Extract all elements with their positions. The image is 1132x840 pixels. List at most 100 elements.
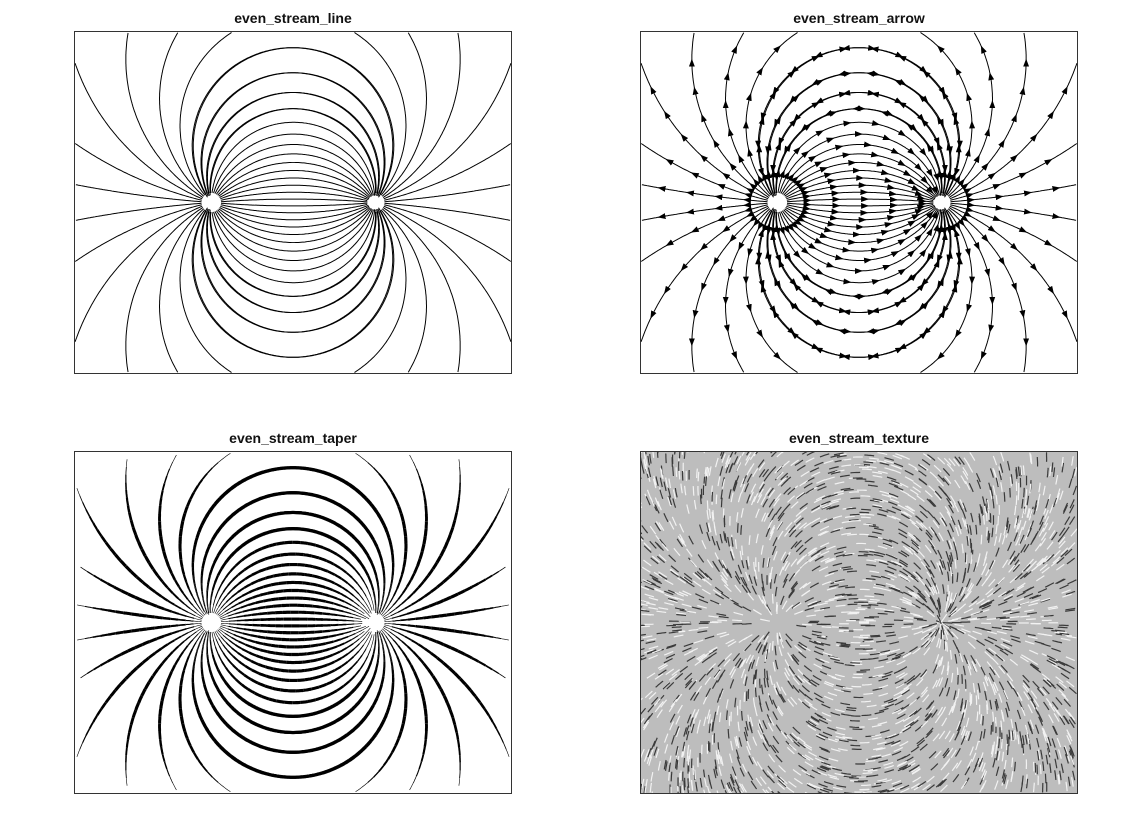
texture-streak bbox=[981, 604, 991, 610]
tapered-streamline-segment bbox=[387, 485, 394, 494]
texture-streak bbox=[950, 672, 954, 683]
tapered-streamline-segment bbox=[220, 561, 226, 570]
streamline-arrowhead bbox=[786, 173, 795, 182]
texture-streak bbox=[947, 561, 951, 572]
texture-streak bbox=[744, 676, 748, 686]
tapered-streamline-segment bbox=[194, 585, 198, 594]
texture-streak bbox=[739, 659, 745, 669]
texture-streak bbox=[1009, 576, 1018, 584]
texture-streak bbox=[972, 763, 978, 773]
texture-streak bbox=[703, 777, 707, 787]
texture-streak bbox=[641, 538, 644, 542]
texture-streak bbox=[736, 512, 739, 522]
streamline-arrowhead bbox=[938, 310, 946, 319]
texture-streak bbox=[872, 471, 883, 475]
texture-streak bbox=[744, 584, 751, 594]
tapered-streamline-segment bbox=[177, 640, 185, 648]
texture-streak bbox=[657, 500, 662, 511]
tapered-streamline-segment bbox=[431, 614, 440, 619]
texture-streak bbox=[734, 475, 740, 485]
texture-streak bbox=[1013, 532, 1019, 542]
texture-streak bbox=[683, 452, 686, 459]
texture-streak bbox=[1068, 478, 1073, 488]
texture-streak bbox=[663, 759, 667, 770]
texture-streak bbox=[979, 731, 983, 741]
tapered-streamline-segment bbox=[378, 606, 382, 614]
texture-streak bbox=[737, 787, 742, 793]
tapered-streamline-segment bbox=[273, 604, 282, 608]
texture-streak bbox=[767, 786, 775, 793]
tapered-streamline-segment bbox=[258, 770, 267, 776]
tapered-streamline-segment bbox=[438, 613, 448, 618]
texture-streak bbox=[714, 766, 718, 776]
texture-streak bbox=[819, 746, 829, 752]
tapered-streamline-segment bbox=[138, 627, 148, 632]
tapered-streamline-segment bbox=[372, 589, 376, 598]
texture-streak bbox=[883, 761, 894, 766]
tapered-streamline-segment bbox=[390, 654, 393, 663]
streamline-arrowhead bbox=[690, 172, 700, 179]
tapered-streamline-segment bbox=[353, 643, 360, 650]
texture-streak bbox=[901, 703, 911, 710]
tapered-streamline-segment bbox=[219, 613, 227, 618]
texture-streak bbox=[755, 641, 762, 651]
texture-streak bbox=[1060, 672, 1070, 680]
texture-streak bbox=[1040, 555, 1048, 564]
texture-streak bbox=[659, 489, 664, 500]
streamline-arrowhead bbox=[815, 301, 824, 308]
tapered-streamline-segment bbox=[218, 637, 224, 645]
tapered-streamline-segment bbox=[347, 582, 355, 589]
texture-streak bbox=[964, 699, 967, 710]
texture-streak bbox=[835, 726, 846, 730]
texture-streak bbox=[934, 750, 942, 759]
streamline bbox=[179, 32, 232, 196]
texture-streak bbox=[739, 478, 745, 488]
streamline bbox=[784, 169, 936, 199]
tapered-streamline-segment bbox=[124, 672, 133, 680]
streamline-arrowhead bbox=[960, 183, 969, 191]
texture-streak bbox=[763, 512, 769, 522]
streamline-arrowhead bbox=[898, 55, 907, 62]
texture-streak bbox=[649, 782, 653, 793]
texture-streak bbox=[1023, 543, 1030, 553]
tapered-streamline-segment bbox=[233, 633, 242, 639]
tapered-streamline-segment bbox=[329, 595, 338, 600]
texture-streak bbox=[1056, 578, 1066, 585]
texture-streak bbox=[910, 575, 919, 583]
texture-streak bbox=[946, 540, 951, 550]
texture-streak bbox=[900, 550, 910, 557]
tapered-streamline-segment bbox=[333, 737, 342, 744]
tapered-streamline-segment bbox=[247, 601, 257, 607]
tapered-streamline-segment bbox=[381, 633, 386, 641]
texture-streak bbox=[844, 515, 855, 519]
tapered-streamline-segment bbox=[213, 497, 221, 505]
texture-streak bbox=[768, 498, 776, 508]
tapered-streamline-segment bbox=[327, 570, 336, 576]
texture-streak bbox=[967, 731, 972, 741]
tapered-streamline-segment bbox=[100, 633, 109, 637]
tapered-streamline-segment bbox=[315, 543, 324, 549]
texture-streak bbox=[932, 520, 940, 529]
texture-streak bbox=[655, 521, 662, 530]
texture-streak bbox=[957, 603, 967, 611]
streamline-arrowhead bbox=[664, 285, 671, 295]
tapered-streamline-segment bbox=[220, 542, 228, 550]
texture-streak bbox=[688, 535, 694, 545]
streamline bbox=[220, 198, 368, 203]
tapered-streamline-segment bbox=[445, 534, 452, 543]
texture-streak bbox=[827, 726, 837, 732]
tapered-streamline-segment bbox=[270, 582, 280, 587]
texture-streak bbox=[1060, 549, 1069, 558]
texture-streak bbox=[913, 784, 923, 791]
texture-streak bbox=[666, 681, 675, 690]
texture-streak bbox=[802, 635, 812, 640]
tapered-streamline-segment bbox=[456, 497, 461, 506]
tapered-streamline-segment bbox=[131, 628, 140, 633]
texture-streak bbox=[686, 610, 697, 614]
texture-streak bbox=[783, 487, 791, 495]
texture-streak bbox=[1042, 686, 1050, 695]
texture-streak bbox=[818, 783, 828, 788]
texture-streak bbox=[842, 507, 853, 510]
tapered-streamline-segment bbox=[469, 609, 479, 613]
tapered-streamline-segment bbox=[422, 490, 426, 499]
